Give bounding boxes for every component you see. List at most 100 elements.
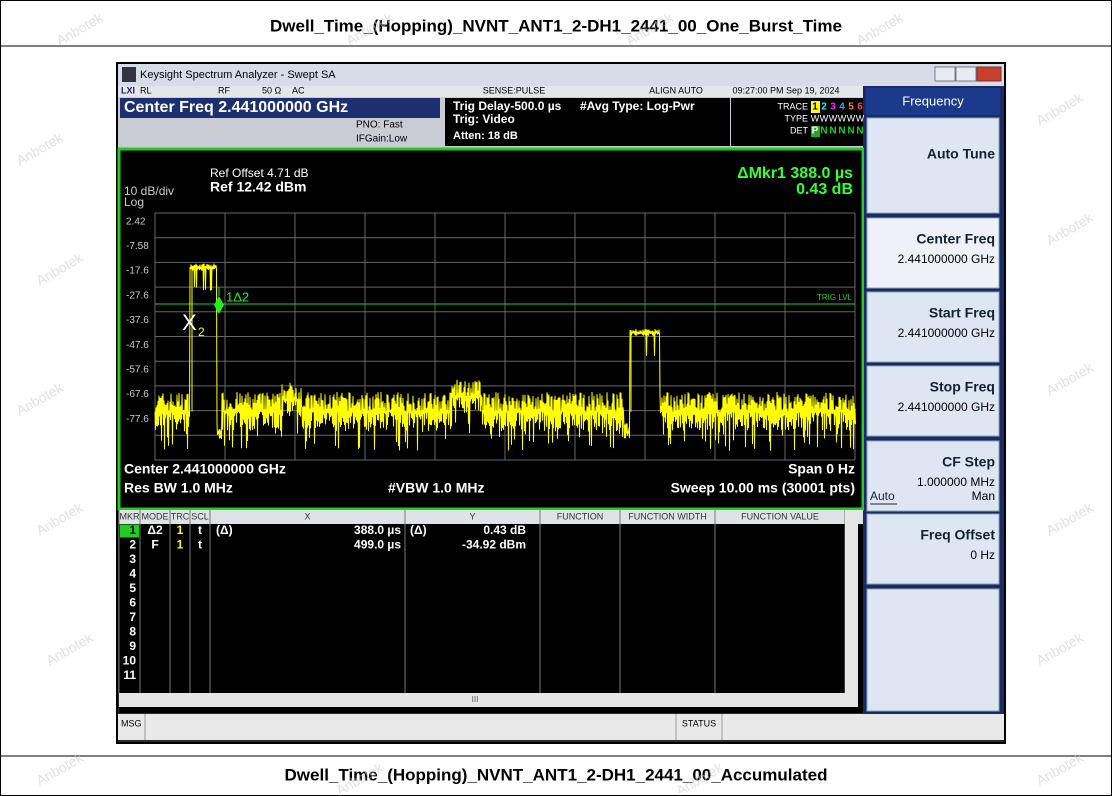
trace-det: N [856,126,863,137]
softkey-label: CF Step [942,454,995,470]
det-active [811,126,820,137]
table-header [119,510,863,524]
trace-number: 2 [821,102,827,113]
table-cell: 6 [129,596,136,610]
table-header-cell: Y [469,511,475,521]
scroll-thumb: III [472,695,479,704]
status-item: Atten: 18 dB [453,130,518,142]
trace-number: 6 [857,102,863,113]
table-header-cell: X [304,511,310,521]
footer-title: Dwell_Time_(Hopping)_NVNT_ANT1_2-DH1_244… [285,765,828,784]
y-tick-label: -47.6 [126,340,149,351]
plot-footer: Sweep 10.00 ms (30001 pts) [671,480,855,496]
ref-offset: Ref Offset 4.71 dB [210,166,309,180]
y-tick-label: -27.6 [126,290,149,301]
status-item: AC [292,85,305,95]
table-header-cell: FUNCTION VALUE [741,511,819,521]
softkey[interactable] [866,291,1000,363]
table-cell: -34.92 dBm [462,538,526,552]
trace-det: N [829,126,836,137]
marker-label: X [182,310,197,335]
plot-footer: #VBW 1.0 MHz [388,480,484,496]
table-cell: (Δ) [410,523,427,537]
softkey-value: 2.441000000 GHz [898,400,995,414]
softkey[interactable] [866,513,1000,585]
trace-number: 4 [839,102,845,113]
trace-type: W [829,113,838,123]
softkey-option: Auto [870,489,895,503]
table-cell: 499.0 µs [354,538,401,552]
scale: Log [124,195,144,209]
title-bar [118,64,1004,86]
header-title: Dwell_Time_(Hopping)_NVNT_ANT1_2-DH1_244… [270,16,842,35]
softkey-label: Stop Freq [930,379,995,395]
trace-type: W [838,113,847,123]
table-cell: t [198,538,202,552]
softkey-value: 2.441000000 GHz [898,252,995,266]
table-cell: 8 [129,625,136,639]
marker-table [119,510,863,713]
marker-label: 1Δ2 [226,289,249,304]
trace-number: 1 [812,102,818,113]
trace-det: N [838,126,845,137]
menu-title: Frequency [902,93,964,108]
hscrollbar [119,693,858,707]
marker-readout: 0.43 dB [796,181,853,198]
status-item: Trig Delay-500.0 µs [453,99,562,113]
table-cell: 0.43 dB [483,523,526,537]
status-item: RL [140,85,152,95]
message-bar [118,714,1004,740]
table-cell: 11 [123,668,136,682]
center-freq-box [120,98,440,118]
table-cell: t [198,523,202,537]
table-cell: 4 [129,567,136,581]
y-tick-label: 2.42 [126,216,146,227]
window-button [955,66,977,82]
softkey-value: 2.441000000 GHz [898,326,995,340]
trace-type: W [856,113,865,123]
table-header-cell: FUNCTION WIDTH [628,511,707,521]
status-label: STATUS [682,718,716,728]
trace-type: W [847,113,856,123]
y-tick-label: -77.6 [126,414,149,425]
table-header-cell: FUNCTION [557,511,604,521]
trace [154,263,856,451]
softkey-label: Center Freq [916,231,995,247]
table-cell: Δ2 [147,523,163,537]
table-cell: 3 [129,552,136,566]
table-cell: 9 [129,639,136,653]
ref-level: Ref 12.42 dBm [210,179,306,195]
plot-footer: Center 2.441000000 GHz [124,461,286,477]
message-label: MSG [121,718,142,728]
logo: LXI [121,85,135,95]
status-row [118,86,863,97]
trace-type: W [811,113,820,123]
softkey[interactable] [866,440,1000,512]
table-cell: 388.0 µs [354,523,401,537]
window-button [934,66,956,82]
table-header-cell: MKR [120,511,141,521]
plot-footer: Res BW 1.0 MHz [124,480,233,496]
trig-box [445,98,730,146]
row-active [120,524,139,538]
table-header-cell: SCL [191,511,209,521]
trace-type: W [820,113,829,123]
table-header-cell: MODE [142,511,169,521]
app-icon [122,67,136,82]
table-header-cell: TRC [171,511,190,521]
softkey[interactable] [866,365,1000,437]
trace-number: 5 [848,102,854,113]
status-item: SENSE:PULSE [483,85,546,95]
table-cell: 7 [129,610,136,624]
status-item: ALIGN AUTO [649,85,703,95]
table-cell: F [151,538,158,552]
trace-active [811,101,820,113]
table-cell: 1 [177,523,184,537]
status-item: PNO: Fast [356,120,403,131]
softkey[interactable] [866,117,1000,214]
plot-frame [117,147,865,511]
softkey[interactable] [866,217,1000,289]
trace-det: P [812,126,819,137]
center-freq: Center Freq 2.441000000 GHz [124,99,348,116]
table-cell: 2 [129,538,136,552]
